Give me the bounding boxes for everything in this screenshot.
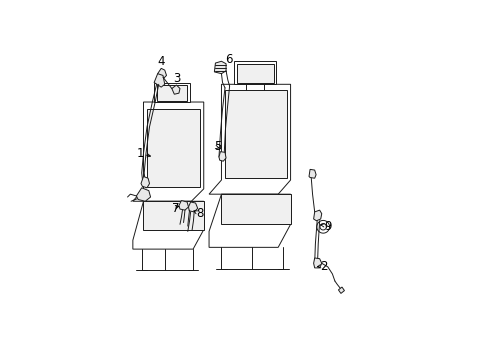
Polygon shape (214, 61, 225, 74)
Polygon shape (313, 258, 321, 268)
Polygon shape (179, 201, 188, 210)
Polygon shape (157, 85, 186, 100)
Polygon shape (136, 188, 150, 201)
Text: 5: 5 (214, 140, 221, 153)
Polygon shape (154, 82, 189, 102)
Polygon shape (209, 84, 290, 194)
Polygon shape (141, 176, 149, 188)
Text: 3: 3 (173, 72, 181, 85)
Polygon shape (154, 74, 164, 87)
Text: 6: 6 (224, 53, 232, 66)
Polygon shape (133, 102, 203, 201)
Text: 4: 4 (157, 55, 164, 68)
Text: 9: 9 (324, 220, 331, 233)
Polygon shape (147, 109, 200, 187)
Polygon shape (224, 90, 286, 178)
Text: 2: 2 (320, 260, 327, 273)
Text: 7: 7 (171, 202, 179, 215)
Polygon shape (133, 201, 203, 249)
Polygon shape (143, 201, 203, 230)
Polygon shape (221, 194, 290, 224)
Text: 8: 8 (196, 207, 203, 220)
Polygon shape (171, 85, 180, 94)
Polygon shape (233, 61, 276, 84)
Polygon shape (308, 169, 315, 178)
Polygon shape (157, 68, 166, 79)
Polygon shape (219, 152, 225, 161)
Polygon shape (209, 194, 290, 247)
Polygon shape (236, 64, 273, 83)
Polygon shape (338, 287, 344, 293)
Polygon shape (313, 210, 321, 221)
Text: 1: 1 (136, 147, 143, 160)
Polygon shape (188, 202, 197, 212)
